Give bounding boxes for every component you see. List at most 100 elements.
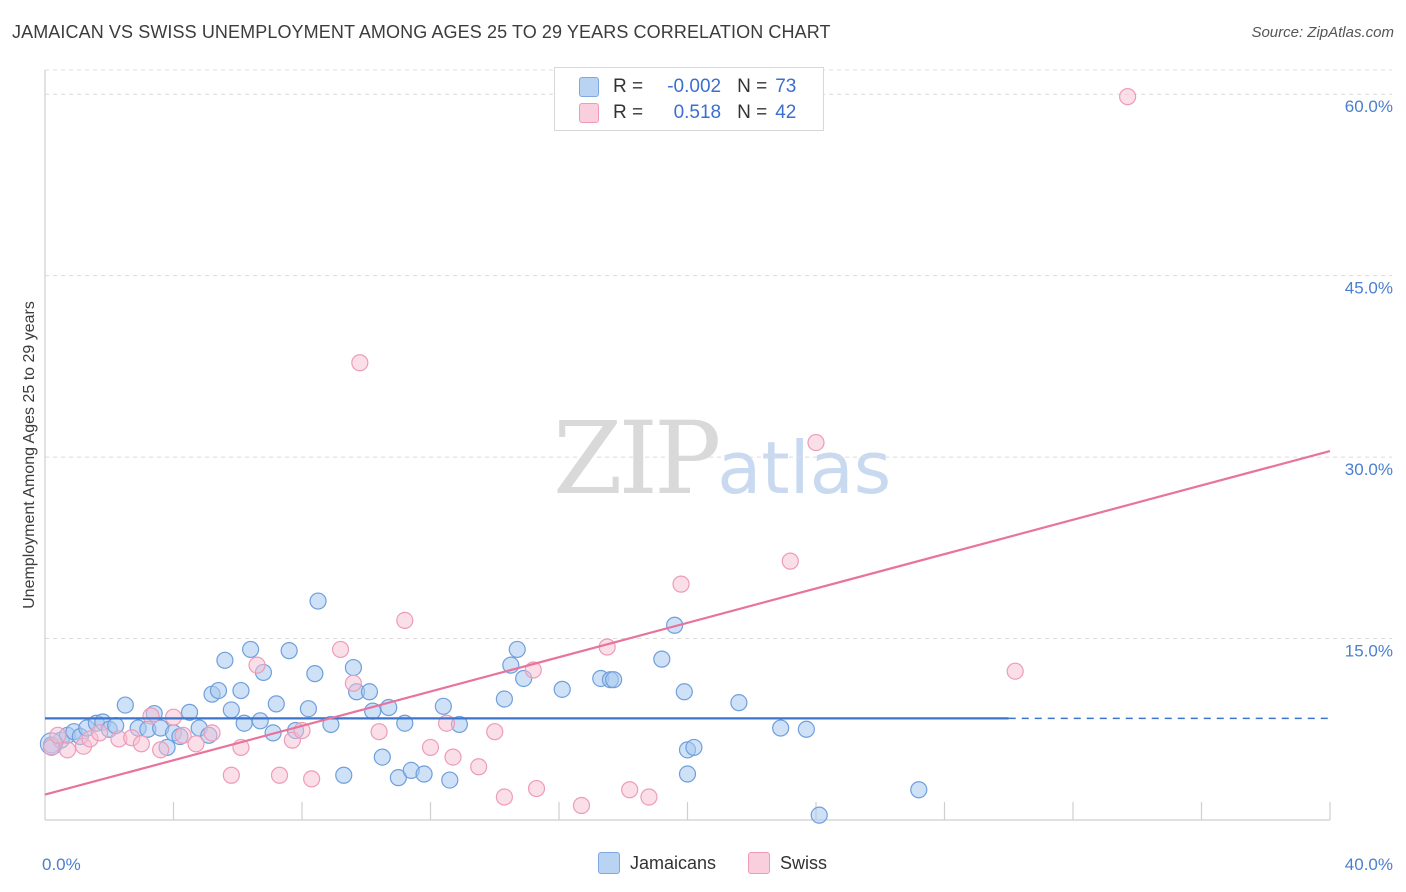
jamaicans-point	[373, 748, 391, 766]
jamaicans-point	[116, 696, 134, 714]
jamaicans-point	[653, 650, 671, 668]
jamaicans-point	[553, 680, 571, 698]
chart-title: JAMAICAN VS SWISS UNEMPLOYMENT AMONG AGE…	[12, 22, 831, 42]
jamaicans-point	[209, 681, 228, 700]
y-tick-label: 15.0%	[1345, 642, 1393, 661]
source-credit: Source: ZipAtlas.com	[1251, 24, 1394, 41]
jamaicans-point	[299, 700, 318, 718]
r-label: R =	[613, 102, 644, 123]
jamaicans-point	[730, 694, 748, 712]
jamaicans-swatch	[579, 77, 599, 97]
swiss-point	[396, 611, 414, 630]
n-value: 42	[775, 102, 797, 123]
correlation-legend: R = -0.002 N = 73 R = 0.518 N = 42	[554, 67, 824, 131]
r-label: R =	[613, 76, 644, 97]
series-legend: Jamaicans Swiss	[598, 852, 859, 874]
jamaicans-point	[910, 781, 928, 799]
jamaicans-point	[678, 765, 697, 783]
jamaicans-point	[495, 690, 513, 708]
jamaicans-point	[222, 701, 240, 719]
jamaicans-point	[675, 683, 693, 701]
r-value: 0.518	[673, 102, 722, 123]
legend-item-jamaicans[interactable]: Jamaicans	[598, 852, 716, 874]
swiss-point	[152, 741, 170, 759]
swiss-point	[132, 735, 150, 753]
jamaicans-point	[322, 715, 340, 734]
legend-row-swiss: R = 0.518 N = 42	[579, 101, 796, 125]
jamaicans-point	[335, 766, 353, 784]
y-tick-label: 60.0%	[1345, 97, 1393, 116]
jamaicans-point	[441, 771, 459, 789]
swiss-point	[222, 766, 240, 784]
swiss-point	[91, 724, 109, 742]
watermark-zip: ZIP	[553, 400, 721, 517]
swiss-point	[344, 674, 362, 692]
jamaicans-point	[797, 720, 815, 738]
swiss-point	[49, 726, 67, 744]
swiss-swatch	[748, 852, 771, 874]
jamaicans-point	[216, 651, 234, 669]
legend-label-swiss: Swiss	[780, 852, 828, 873]
swiss-point	[370, 723, 388, 741]
n-label: N =	[737, 76, 768, 97]
axes	[44, 70, 1331, 821]
swiss-point	[164, 708, 183, 726]
jamaicans-point	[360, 683, 379, 701]
tick-labels: 15.0% 30.0% 45.0% 60.0% 0.0% 40.0%	[42, 97, 1393, 874]
legend-item-swiss[interactable]: Swiss	[748, 852, 827, 874]
swiss-point	[598, 638, 616, 656]
swiss-point	[248, 656, 266, 674]
swiss-point	[807, 433, 825, 452]
x-tick-label: 40.0%	[1345, 855, 1393, 874]
swiss-point	[781, 552, 799, 570]
swiss-point	[527, 779, 546, 798]
y-tick-label: 30.0%	[1345, 460, 1393, 479]
swiss-point	[174, 726, 192, 744]
trend-lines	[44, 449, 1331, 796]
swiss-point	[303, 770, 321, 788]
jamaicans-point	[280, 642, 298, 660]
n-label: N =	[737, 102, 768, 123]
swiss-point	[1006, 662, 1024, 680]
swiss-trend-line	[44, 449, 1331, 796]
swiss-point	[470, 758, 488, 776]
swiss-point	[672, 575, 690, 593]
jamaicans-point	[772, 719, 790, 737]
jamaicans-point	[605, 671, 623, 689]
swiss-point	[421, 738, 440, 757]
legend-row-jamaicans: R = -0.002 N = 73	[579, 75, 796, 99]
swiss-point	[572, 796, 591, 815]
r-value: -0.002	[667, 76, 722, 97]
jamaicans-point	[309, 592, 327, 610]
jamaicans-point	[508, 640, 526, 659]
y-tick-label: 45.0%	[1345, 279, 1393, 298]
jamaicans-point	[251, 712, 269, 730]
swiss-point	[495, 788, 513, 806]
swiss-point	[640, 788, 658, 806]
jamaicans-point	[389, 769, 407, 787]
x-tick-label: 0.0%	[42, 855, 81, 874]
swiss-point	[187, 735, 205, 753]
swiss-point	[203, 724, 221, 742]
grid	[45, 69, 1392, 640]
n-value: 73	[775, 76, 797, 97]
jamaicans-point	[180, 703, 199, 721]
swiss-point	[1119, 88, 1137, 106]
swiss-point	[331, 640, 350, 659]
jamaicans-points	[39, 592, 928, 824]
swiss-point	[142, 707, 160, 725]
jamaicans-point	[415, 765, 433, 783]
swiss-point	[351, 354, 369, 372]
swiss-point	[270, 766, 289, 784]
jamaicans-point	[685, 738, 703, 757]
swiss-points	[42, 88, 1137, 815]
swiss-point	[621, 781, 639, 799]
jamaicans-point	[344, 658, 362, 677]
watermark-atlas: atlas	[717, 426, 892, 510]
jamaicans-point	[434, 697, 452, 715]
swiss-point	[58, 741, 77, 759]
jamaicans-point	[267, 695, 285, 713]
swiss-point	[486, 723, 504, 741]
jamaicans-point	[810, 806, 828, 824]
